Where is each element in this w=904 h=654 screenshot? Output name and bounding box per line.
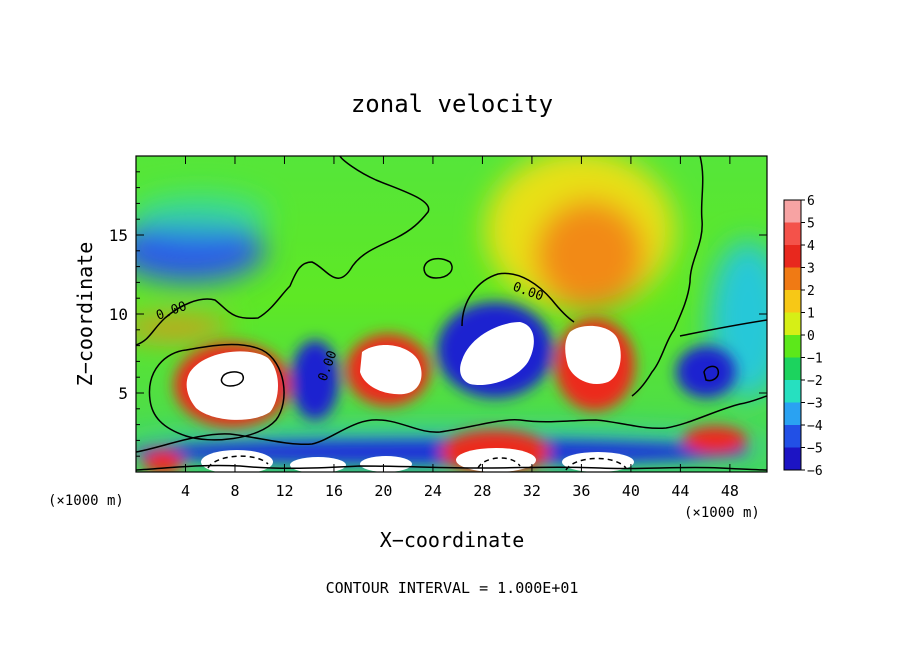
white-core-20km [360, 345, 422, 395]
colorbar-tick-label: 6 [807, 194, 815, 209]
colorbar-band [784, 200, 801, 223]
white-core-36km [565, 325, 621, 385]
upper-center-orange-region [535, 200, 645, 310]
contour-upper-boundary [136, 156, 430, 346]
blue-pocket-46km [676, 346, 736, 398]
contour-dashed-bottom-9km [207, 455, 269, 469]
x-axis-ticks: 4 8 12 16 20 24 28 32 36 40 44 48 [181, 156, 739, 500]
x-tick-label: 12 [275, 482, 293, 500]
colorbar-band [784, 402, 801, 426]
contour-interval-note: CONTOUR INTERVAL = 1.000E+01 [326, 579, 579, 597]
contour-lower-band [136, 395, 767, 453]
colorbar-tick-label: 4 [807, 239, 815, 254]
x-axis-label: X−coordinate [380, 528, 525, 552]
colorbar-band [784, 425, 801, 448]
colorbar-band [784, 447, 801, 471]
contour-small-loop-7km [220, 371, 244, 387]
x-tick-label: 16 [325, 482, 343, 500]
colorbar-tick-label: 1 [807, 307, 815, 322]
colorbar-tick-label: −1 [807, 352, 823, 367]
red-lower-1km [143, 450, 183, 472]
contour-dashed-bottom-28km [477, 457, 521, 469]
colorbar-tick-label: 2 [807, 284, 815, 299]
contour-small-loop-46km [703, 365, 720, 382]
contour-mid-right [461, 272, 575, 327]
colorbar-tick-label: −6 [807, 464, 823, 479]
colorbar-tick-label: −3 [807, 397, 823, 412]
y-tick-label: 10 [109, 305, 128, 324]
colorbar-band [784, 290, 801, 313]
x-tick-label: 48 [721, 482, 739, 500]
x-tick-label: 32 [523, 482, 541, 500]
contour-right-side [679, 319, 767, 337]
contour-dashed-bottom-37km [565, 457, 627, 471]
y-tick-label: 15 [109, 226, 128, 245]
colorbar-tick-label: 5 [807, 217, 815, 232]
colorbar-band [784, 245, 801, 268]
colorbar-tick-label: 3 [807, 262, 815, 277]
chart-title: zonal velocity [351, 90, 553, 118]
contour-mid-left-ring [148, 343, 285, 441]
colorbar-band [784, 380, 801, 403]
heatmap-field: 0.00 0.00 0.00 [136, 156, 767, 472]
white-core-bottom-28km [456, 448, 536, 472]
colorbar-tick-label: −4 [807, 419, 823, 434]
colorbar-band [784, 222, 801, 246]
x-tick-label: 40 [622, 482, 640, 500]
y-axis-label: Z−coordinate [73, 242, 97, 387]
colorbar-tick-label: 0 [807, 329, 815, 344]
x-tick-label: 36 [572, 482, 590, 500]
y-axis-ticks: 5 10 15 [109, 171, 767, 457]
colorbar-band [784, 335, 801, 358]
x-tick-label: 28 [473, 482, 491, 500]
y-tick-label: 5 [118, 384, 128, 403]
white-core-bottom-14km [290, 457, 346, 472]
zero-contours [136, 156, 767, 471]
x-tick-label: 24 [424, 482, 442, 500]
colorbar-tick-label: −2 [807, 374, 823, 389]
white-core-29km [460, 322, 534, 386]
x-unit-left: (×1000 m) [48, 493, 124, 509]
x-tick-label: 20 [374, 482, 392, 500]
contour-right-boundary [631, 156, 704, 397]
x-unit-right: (×1000 m) [684, 505, 760, 521]
colorbar-tick-label: −5 [807, 442, 823, 457]
upper-left-cyan-halo [136, 193, 270, 237]
x-tick-label: 44 [671, 482, 689, 500]
white-core-bottom-20km [360, 456, 412, 472]
colorbar-band [784, 267, 801, 291]
colorbar-band [784, 312, 801, 336]
contour-small-loop-19km [423, 257, 453, 279]
colorbar-band [784, 357, 801, 381]
colorbar: 6 5 4 3 2 1 0 −1 −2 −3 −4 −5 −6 [783, 194, 823, 479]
white-core-bottom-9km [201, 450, 273, 472]
contour-top-band [136, 464, 767, 471]
red-lower-45km [683, 426, 747, 454]
x-tick-label: 4 [181, 482, 190, 500]
x-tick-label: 8 [230, 482, 239, 500]
blue-pocket-14km [291, 340, 339, 420]
